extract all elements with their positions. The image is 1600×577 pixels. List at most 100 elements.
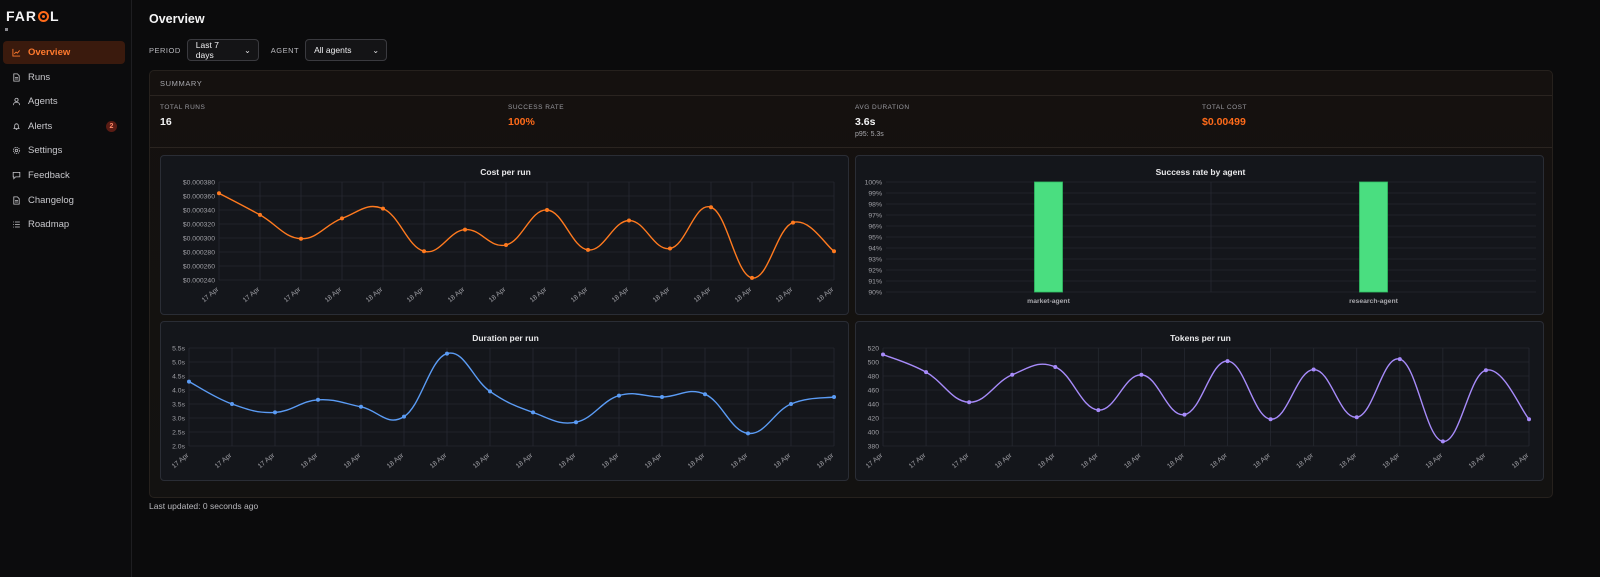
x-tick-label: 17 Apr bbox=[865, 452, 885, 470]
tokens-data-point[interactable] bbox=[1182, 412, 1187, 417]
tokens-data-point[interactable] bbox=[1397, 357, 1402, 362]
x-tick-label: 18 Apr bbox=[406, 286, 426, 304]
tokens-data-point[interactable] bbox=[1527, 417, 1531, 422]
x-tick-label: 18 Apr bbox=[1166, 452, 1186, 470]
x-tick-label: 18 Apr bbox=[1209, 452, 1229, 470]
y-tick-label: $0.000300 bbox=[183, 235, 215, 242]
cost-data-point[interactable] bbox=[340, 216, 344, 221]
cost-data-point[interactable] bbox=[668, 246, 672, 251]
summary-stats: TOTAL RUNS 16 SUCCESS RATE 100% AVG DURA… bbox=[150, 96, 1552, 148]
x-tick-label: 18 Apr bbox=[386, 452, 406, 470]
duration-data-point[interactable] bbox=[703, 392, 707, 397]
cost-data-point[interactable] bbox=[545, 208, 549, 212]
x-tick-label: 18 Apr bbox=[515, 452, 535, 470]
x-tick-label: 18 Apr bbox=[1080, 452, 1100, 470]
sidebar-item-runs[interactable]: Runs bbox=[3, 66, 125, 89]
cost-data-point[interactable] bbox=[791, 220, 795, 225]
cost-data-point[interactable] bbox=[217, 191, 221, 196]
tokens-data-point[interactable] bbox=[1440, 439, 1445, 444]
cost-data-point[interactable] bbox=[627, 218, 631, 223]
duration-data-point[interactable] bbox=[531, 410, 535, 415]
gear-icon bbox=[12, 146, 21, 155]
duration-data-point[interactable] bbox=[488, 389, 492, 394]
x-tick-label: 18 Apr bbox=[324, 286, 344, 304]
cost-data-point[interactable] bbox=[463, 227, 467, 232]
tokens-data-point[interactable] bbox=[881, 352, 885, 357]
duration-data-point[interactable] bbox=[402, 414, 406, 419]
y-tick-label: 97% bbox=[868, 212, 882, 219]
agent-select-value: All agents bbox=[314, 45, 352, 55]
tokens-data-point[interactable] bbox=[1354, 415, 1359, 420]
sidebar-item-agents[interactable]: Agents bbox=[3, 90, 125, 113]
x-tick-label: 17 Apr bbox=[951, 452, 971, 470]
tokens-data-point[interactable] bbox=[1053, 364, 1058, 369]
period-select[interactable]: Last 7 days ⌄ bbox=[186, 39, 259, 61]
cost-data-point[interactable] bbox=[832, 249, 836, 254]
duration-data-point[interactable] bbox=[660, 395, 664, 399]
cost-data-point[interactable] bbox=[709, 205, 713, 210]
stat-label: SUCCESS RATE bbox=[508, 104, 565, 111]
farol-logo[interactable]: FAR L bbox=[6, 8, 60, 26]
cost-data-point[interactable] bbox=[504, 243, 508, 247]
bar-research-agent[interactable] bbox=[1359, 181, 1388, 293]
duration-data-point[interactable] bbox=[359, 404, 363, 409]
duration-series-line bbox=[188, 352, 835, 435]
chart-title: Duration per run bbox=[472, 333, 539, 343]
tokens-data-point[interactable] bbox=[1096, 408, 1101, 413]
cost-data-point[interactable] bbox=[750, 275, 754, 280]
sidebar: FAR L Overview Runs Agents Alerts 2 Settings Fe… bbox=[0, 0, 132, 577]
tokens-data-point[interactable] bbox=[1268, 417, 1273, 422]
cost-data-point[interactable] bbox=[422, 249, 426, 254]
sidebar-item-label: Overview bbox=[28, 47, 71, 58]
y-tick-label: 2.0s bbox=[172, 443, 185, 450]
stat-avg-duration: AVG DURATION 3.6s p95: 5.3s bbox=[855, 104, 910, 138]
summary-heading: SUMMARY bbox=[150, 71, 1552, 96]
sidebar-item-label: Roadmap bbox=[28, 219, 70, 231]
last-updated-text: Last updated: 0 seconds ago bbox=[149, 501, 259, 511]
x-tick-label: 18 Apr bbox=[734, 286, 754, 304]
cost-data-point[interactable] bbox=[299, 236, 303, 241]
x-tick-label: 18 Apr bbox=[365, 286, 385, 304]
tokens-data-point[interactable] bbox=[924, 370, 929, 375]
bar-market-agent[interactable] bbox=[1034, 181, 1063, 293]
x-tick-label: 18 Apr bbox=[570, 286, 590, 304]
sidebar-item-changelog[interactable]: Changelog bbox=[3, 189, 125, 212]
y-tick-label: 98% bbox=[868, 201, 882, 208]
agent-select[interactable]: All agents ⌄ bbox=[305, 39, 388, 61]
duration-per-run-chart: Duration per run 5.5s 5.0s 4.5s 4.0s 3.5s 3.0s… bbox=[160, 321, 849, 481]
duration-data-point[interactable] bbox=[617, 393, 621, 398]
x-tick-label: 18 Apr bbox=[775, 286, 795, 304]
sidebar-item-feedback[interactable]: Feedback bbox=[3, 164, 125, 187]
sidebar-item-label: Feedback bbox=[28, 169, 70, 181]
tokens-data-point[interactable] bbox=[1225, 359, 1230, 364]
sidebar-item-alerts[interactable]: Alerts 2 bbox=[3, 115, 125, 138]
chevron-down-icon: ⌄ bbox=[244, 45, 251, 55]
tokens-data-point[interactable] bbox=[1311, 367, 1316, 372]
tokens-data-point[interactable] bbox=[1483, 368, 1488, 373]
duration-data-point[interactable] bbox=[574, 420, 578, 425]
duration-data-point[interactable] bbox=[445, 351, 449, 356]
duration-data-point[interactable] bbox=[273, 410, 277, 415]
duration-data-point[interactable] bbox=[187, 379, 191, 384]
cost-data-point[interactable] bbox=[258, 212, 262, 217]
duration-data-point[interactable] bbox=[316, 397, 320, 402]
tokens-data-point[interactable] bbox=[967, 400, 972, 405]
y-tick-label: 5.5s bbox=[172, 345, 185, 352]
tokens-data-point[interactable] bbox=[1139, 372, 1144, 377]
tokens-data-point[interactable] bbox=[1010, 372, 1015, 377]
duration-data-point[interactable] bbox=[746, 431, 750, 436]
cost-data-point[interactable] bbox=[586, 247, 590, 252]
y-tick-label: $0.000280 bbox=[183, 249, 215, 256]
page-title: Overview bbox=[149, 12, 205, 26]
cost-data-point[interactable] bbox=[381, 206, 385, 211]
duration-data-point[interactable] bbox=[230, 402, 234, 406]
sidebar-item-roadmap[interactable]: Roadmap bbox=[3, 213, 125, 236]
logo-text-suffix: L bbox=[50, 8, 60, 24]
x-tick-label: 18 Apr bbox=[601, 452, 621, 470]
x-tick-label: 18 Apr bbox=[693, 286, 713, 304]
sidebar-item-overview[interactable]: Overview bbox=[3, 41, 125, 64]
x-tick-label: 18 Apr bbox=[1382, 452, 1402, 470]
duration-data-point[interactable] bbox=[832, 395, 836, 399]
sidebar-item-settings[interactable]: Settings bbox=[3, 139, 125, 162]
duration-data-point[interactable] bbox=[789, 402, 793, 406]
